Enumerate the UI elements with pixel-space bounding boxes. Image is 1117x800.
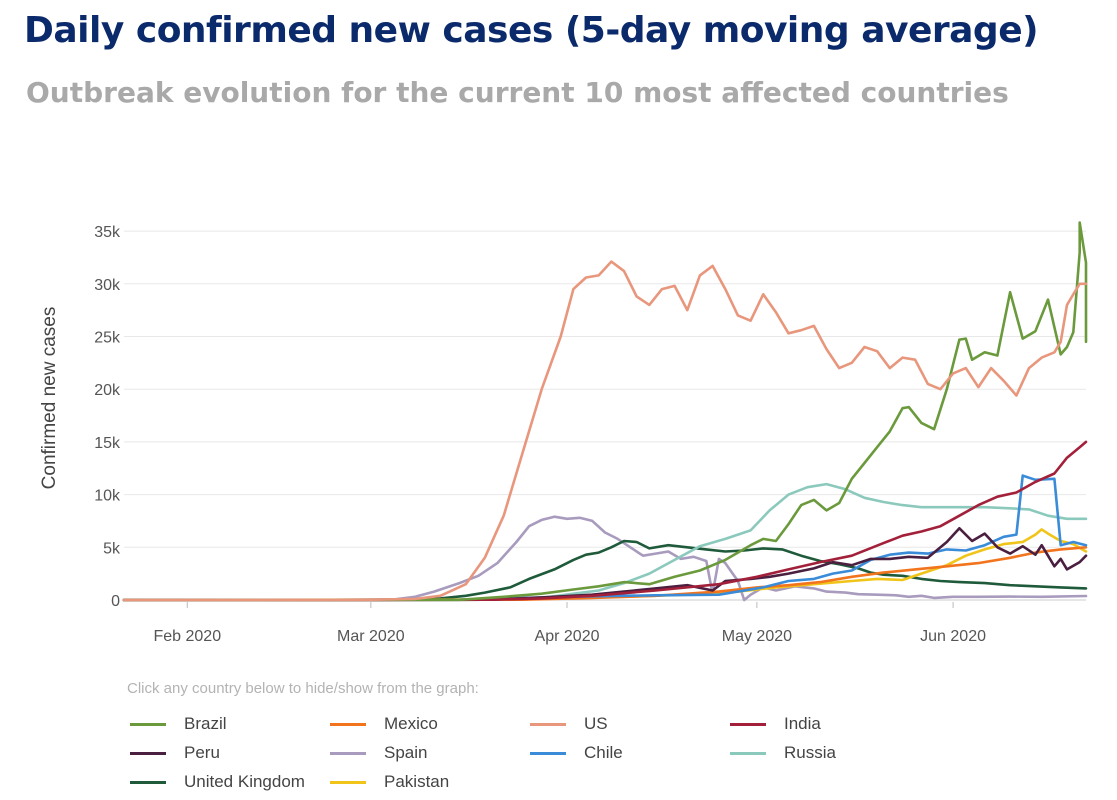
legend-swatch — [730, 722, 766, 726]
series-line-peru — [122, 527, 1088, 602]
legend-item-india[interactable]: India — [730, 712, 821, 736]
legend-swatch — [130, 722, 166, 726]
legend-label: Chile — [584, 743, 623, 762]
legend-item-spain[interactable]: Spain — [330, 741, 427, 765]
legend-item-brazil[interactable]: Brazil — [130, 712, 227, 736]
gridlines — [124, 230, 1086, 601]
legend-label: Pakistan — [384, 772, 450, 791]
legend-item-peru[interactable]: Peru — [130, 741, 220, 765]
series-line-spain — [122, 515, 1088, 602]
legend-swatch — [330, 722, 366, 726]
legend-instructions: Click any country below to hide/show fro… — [127, 680, 479, 697]
series-line-russia — [122, 482, 1088, 602]
legend-swatch — [730, 751, 766, 755]
x-tick-label: Jun 2020 — [920, 628, 986, 645]
legend-label: United Kingdom — [184, 772, 305, 791]
series-line-brazil — [122, 221, 1088, 602]
y-tick-label: 25k — [94, 329, 121, 346]
x-tick-label: Feb 2020 — [153, 628, 221, 645]
series-line-chile — [122, 474, 1088, 602]
y-tick-label: 30k — [94, 277, 121, 294]
line-chart: 0 5k 10k 15k 20k 25k 30k 35k Feb 2020 Mar 2020 Ap… — [39, 221, 1088, 645]
legend-label: Russia — [784, 743, 836, 762]
legend-item-pakistan[interactable]: Pakistan — [330, 770, 449, 794]
series-line-united-kingdom — [122, 539, 1088, 602]
legend-item-us[interactable]: US — [530, 712, 608, 736]
legend-label: Spain — [384, 743, 428, 762]
y-tick-label: 10k — [94, 488, 121, 505]
x-tick-label: May 2020 — [722, 628, 792, 645]
x-axis-ticks: Feb 2020 Mar 2020 Apr 2020 May 2020 Jun 2020 — [153, 602, 986, 645]
y-tick-label: 15k — [94, 435, 121, 452]
legend-swatch — [530, 722, 566, 726]
legend-label: Mexico — [384, 714, 438, 733]
y-tick-label: 20k — [94, 382, 121, 399]
x-tick-label: Mar 2020 — [337, 628, 405, 645]
y-axis-title: Confirmed new cases — [39, 307, 60, 490]
series-line-us — [122, 260, 1088, 602]
legend-label: Peru — [184, 743, 220, 762]
legend-label: Brazil — [184, 714, 227, 733]
legend-item-mexico[interactable]: Mexico — [330, 712, 438, 736]
legend-label: India — [784, 714, 821, 733]
legend-swatch — [130, 780, 166, 784]
legend-item-united-kingdom[interactable]: United Kingdom — [130, 770, 305, 794]
legend-swatch — [530, 751, 566, 755]
y-axis-ticks: 0 5k 10k 15k 20k 25k 30k 35k — [94, 224, 121, 610]
chart-subtitle: Outbreak evolution for the current 10 mo… — [26, 76, 1009, 109]
y-tick-label: 5k — [103, 540, 121, 557]
legend-swatch — [330, 751, 366, 755]
legend-item-russia[interactable]: Russia — [730, 741, 836, 765]
series-line-mexico — [122, 546, 1088, 602]
y-tick-label: 0 — [111, 593, 120, 610]
legend-item-chile[interactable]: Chile — [530, 741, 623, 765]
legend-swatch — [330, 780, 366, 784]
legend-label: US — [584, 714, 608, 733]
series-line-india — [122, 440, 1088, 602]
series-lines — [122, 221, 1088, 602]
y-tick-label: 35k — [94, 224, 121, 241]
x-tick-label: Apr 2020 — [535, 628, 600, 645]
legend-swatch — [130, 751, 166, 755]
chart-title: Daily confirmed new cases (5-day moving … — [24, 10, 1039, 51]
